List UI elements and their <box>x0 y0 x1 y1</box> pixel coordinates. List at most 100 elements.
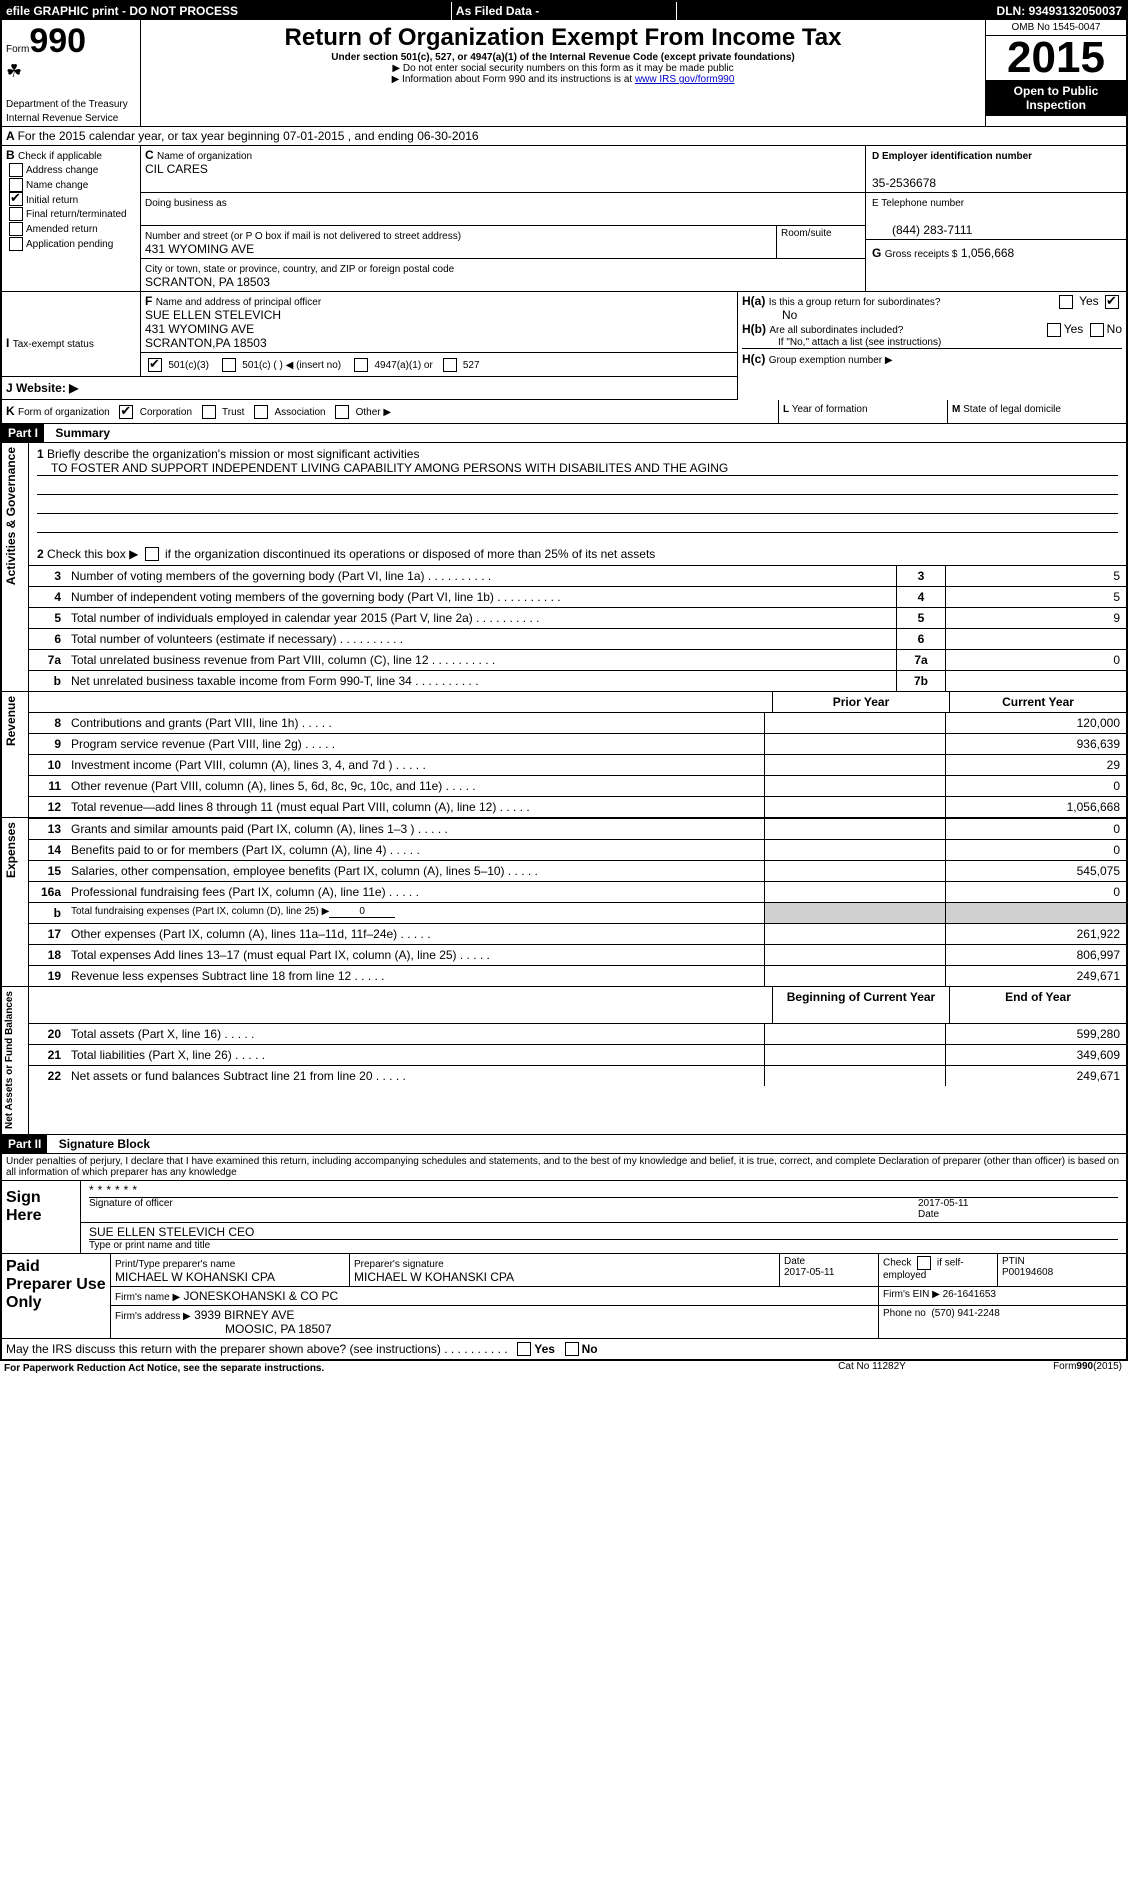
gov-row: 6Total number of volunteers (estimate if… <box>29 629 1126 650</box>
data-row: 12Total revenue—add lines 8 through 11 (… <box>29 797 1126 818</box>
expenses-table: 13Grants and similar amounts paid (Part … <box>29 818 1126 986</box>
section-b: B Check if applicable Address change Nam… <box>2 146 141 291</box>
chk-501c3[interactable] <box>148 358 162 372</box>
year-cell: OMB No 1545-0047 2015 Open to Public Ins… <box>986 20 1127 127</box>
part1-header: Part I <box>2 424 44 442</box>
form-number-cell: Form990 ☘ Department of the Treasury Int… <box>2 20 141 127</box>
col-prior-year: Prior Year <box>773 692 950 713</box>
data-row: 21Total liabilities (Part X, line 26) . … <box>29 1044 1126 1065</box>
data-row: 14Benefits paid to or for members (Part … <box>29 840 1126 861</box>
chk-final-return[interactable] <box>9 207 23 221</box>
data-row: 17Other expenses (Part IX, column (A), l… <box>29 924 1126 945</box>
chk-trust[interactable] <box>202 405 216 419</box>
preparer-date: 2017-05-11 <box>784 1267 834 1278</box>
dln: DLN: 93493132050037 <box>902 1 1127 20</box>
phone: (844) 283-7111 <box>872 223 972 237</box>
officer-sign-date: 2017-05-11 <box>918 1198 968 1209</box>
firm-phone: (570) 941-2248 <box>931 1308 999 1319</box>
top-bar: efile GRAPHIC print - DO NOT PROCESS As … <box>1 1 1127 20</box>
chk-initial-return[interactable] <box>9 192 23 206</box>
line-a: A For the 2015 calendar year, or tax yea… <box>1 127 1127 146</box>
mission-text: TO FOSTER AND SUPPORT INDEPENDENT LIVING… <box>37 461 1118 476</box>
chk-hb-no[interactable] <box>1090 323 1104 337</box>
section-f: F Name and address of principal officer … <box>141 292 738 353</box>
data-row: 16aProfessional fundraising fees (Part I… <box>29 882 1126 903</box>
preparer-name: MICHAEL W KOHANSKI CPA <box>115 1270 275 1284</box>
tax-year: 2015 <box>986 36 1126 80</box>
section-l: L Year of formation <box>779 400 948 423</box>
website: Website: ▶ <box>16 381 78 395</box>
gov-row: 3Number of voting members of the governi… <box>29 566 1126 587</box>
form-subtitle: Under section 501(c), 527, or 4947(a)(1)… <box>151 52 975 63</box>
firm-name: JONESKOHANSKI & CO PC <box>184 1289 339 1303</box>
footer-form: Form990(2015) <box>972 1361 1128 1376</box>
chk-amended[interactable] <box>9 222 23 236</box>
section-deg: D Employer identification number 35-2536… <box>866 146 1127 291</box>
data-row: 20Total assets (Part X, line 16) . . . .… <box>29 1023 1126 1044</box>
governance-table: 3Number of voting members of the governi… <box>29 565 1126 691</box>
data-row: 18Total expenses Add lines 13–17 (must e… <box>29 945 1126 966</box>
chk-ha-yes[interactable] <box>1059 295 1073 309</box>
section-m: M State of legal domicile <box>948 400 1127 423</box>
discuss-row: May the IRS discuss this return with the… <box>1 1338 1127 1360</box>
paid-preparer-label: Paid Preparer Use Only <box>2 1254 111 1338</box>
vlabel-expenses: Expenses <box>2 818 20 882</box>
ptin: P00194608 <box>1002 1267 1053 1278</box>
form-container: efile GRAPHIC print - DO NOT PROCESS As … <box>0 0 1128 1361</box>
note-link: Information about Form 990 and its instr… <box>151 74 975 85</box>
part2-header: Part II <box>2 1135 47 1153</box>
org-address: 431 WYOMING AVE <box>145 242 254 256</box>
asfiled: As Filed Data - <box>451 1 676 20</box>
vlabel-revenue: Revenue <box>2 692 20 750</box>
chk-address-change[interactable] <box>9 163 23 177</box>
chk-discuss-no[interactable] <box>565 1342 579 1356</box>
ein: 35-2536678 <box>872 176 936 190</box>
col-current-year: Current Year <box>950 692 1127 713</box>
chk-501c[interactable] <box>222 358 236 372</box>
chk-self-employed[interactable] <box>917 1256 931 1270</box>
officer-print-name: SUE ELLEN STELEVICH CEO <box>89 1225 1118 1239</box>
org-name: CIL CARES <box>145 162 208 176</box>
firm-ein: 26-1641653 <box>943 1289 996 1300</box>
section-h: H(a) Is this a group return for subordin… <box>738 292 1127 399</box>
vlabel-governance: Activities & Governance <box>2 443 20 589</box>
gross-receipts: 1,056,668 <box>961 246 1014 260</box>
netassets-table: 20Total assets (Part X, line 16) . . . .… <box>29 1023 1126 1086</box>
col-beginning: Beginning of Current Year <box>773 987 950 1023</box>
org-city: SCRANTON, PA 18503 <box>145 275 270 289</box>
data-row: 9Program service revenue (Part VIII, lin… <box>29 734 1126 755</box>
irs-link[interactable]: www IRS gov/form990 <box>635 74 734 85</box>
officer-name: SUE ELLEN STELEVICH <box>145 308 281 322</box>
section-c: C Name of organization CIL CARES Doing b… <box>141 146 866 291</box>
note-ssn: Do not enter social security numbers on … <box>151 63 975 74</box>
efile-note: efile GRAPHIC print - DO NOT PROCESS <box>1 1 451 20</box>
chk-corp[interactable] <box>119 405 133 419</box>
chk-other[interactable] <box>335 405 349 419</box>
chk-527[interactable] <box>443 358 457 372</box>
chk-discontinued[interactable] <box>145 547 159 561</box>
chk-assoc[interactable] <box>254 405 268 419</box>
section-k: K Form of organization Corporation Trust… <box>2 400 779 423</box>
firm-address: 3939 BIRNEY AVE <box>194 1308 294 1322</box>
section-i: I Tax-exempt status <box>2 292 141 376</box>
sign-here-label: Sign Here <box>2 1181 81 1253</box>
gov-row: 7aTotal unrelated business revenue from … <box>29 650 1126 671</box>
data-row: 15Salaries, other compensation, employee… <box>29 861 1126 882</box>
chk-hb-yes[interactable] <box>1047 323 1061 337</box>
open-inspection: Open to Public Inspection <box>986 80 1126 116</box>
chk-4947[interactable] <box>354 358 368 372</box>
perjury-declaration: Under penalties of perjury, I declare th… <box>1 1153 1127 1180</box>
title-cell: Return of Organization Exempt From Incom… <box>141 20 986 127</box>
revenue-table: 8Contributions and grants (Part VIII, li… <box>29 712 1126 817</box>
chk-ha-no[interactable] <box>1105 295 1119 309</box>
vlabel-netassets: Net Assets or Fund Balances <box>2 987 17 1133</box>
gov-row: 5Total number of individuals employed in… <box>29 608 1126 629</box>
data-row: 13Grants and similar amounts paid (Part … <box>29 819 1126 840</box>
data-row: bTotal fundraising expenses (Part IX, co… <box>29 903 1126 924</box>
data-row: 10Investment income (Part VIII, column (… <box>29 755 1126 776</box>
data-row: 19Revenue less expenses Subtract line 18… <box>29 966 1126 987</box>
gov-row: bNet unrelated business taxable income f… <box>29 671 1126 692</box>
chk-app-pending[interactable] <box>9 237 23 251</box>
chk-discuss-yes[interactable] <box>517 1342 531 1356</box>
footer-pra: For Paperwork Reduction Act Notice, see … <box>0 1361 772 1376</box>
